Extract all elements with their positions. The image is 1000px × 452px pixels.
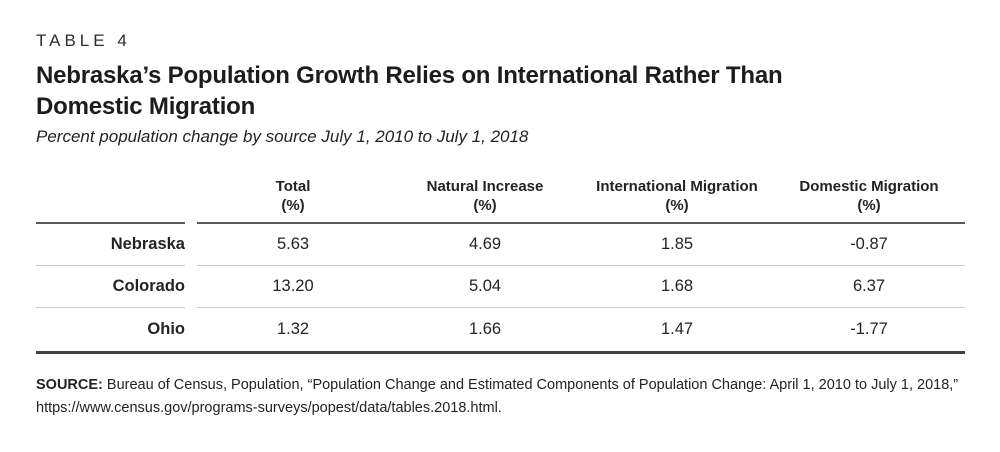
- column-header-international-migration: International Migration (%): [581, 177, 773, 224]
- figure-title-line-1: Nebraska’s Population Growth Relies on I…: [36, 62, 783, 89]
- column-gap: [185, 224, 197, 266]
- column-header-total: Total (%): [197, 177, 389, 224]
- figure-subtitle: Percent population change by source July…: [36, 127, 529, 146]
- table-figure: TABLE 4 Nebraska’s Population Growth Rel…: [36, 31, 965, 420]
- cell-colorado-domestic-migration: 6.37: [773, 266, 965, 308]
- column-gap: [185, 308, 197, 351]
- cell-colorado-international-migration: 1.68: [581, 266, 773, 308]
- table-header-row: Total (%) Natural Increase (%) Internati…: [36, 177, 965, 224]
- column-header-international-migration-name: International Migration: [596, 178, 758, 195]
- cell-nebraska-international-migration: 1.85: [581, 224, 773, 266]
- column-header-international-migration-unit: (%): [665, 197, 689, 214]
- cell-ohio-international-migration: 1.47: [660, 320, 694, 338]
- column-header-domestic-migration: Domestic Migration (%): [773, 177, 965, 224]
- column-header-natural-increase-unit: (%): [473, 197, 497, 214]
- column-header-domestic-migration-name: Domestic Migration: [799, 178, 939, 195]
- cell-colorado-total: 13.20: [197, 266, 389, 308]
- column-header-natural-increase: Natural Increase (%): [389, 177, 581, 224]
- cell-nebraska-total: 5.63: [197, 224, 389, 266]
- source-note: SOURCE: Bureau of Census, Population, “P…: [36, 374, 961, 420]
- table-row-colorado: Colorado 13.20 5.04 1.68 6.37: [36, 266, 965, 308]
- cell-ohio-natural-increase: 1.66: [468, 320, 502, 338]
- table-row-ohio: Ohio 1.32 1.66 1.47 -1.77: [36, 308, 965, 351]
- column-header-total-name: Total: [275, 178, 311, 195]
- column-header-total-unit: (%): [281, 197, 305, 214]
- row-label-colorado: Colorado: [36, 266, 185, 308]
- table-number-label: TABLE 4: [36, 31, 131, 50]
- figure-title-line-2: Domestic Migration: [36, 93, 256, 120]
- cell-ohio-total: 1.32: [276, 320, 310, 338]
- cell-colorado-natural-increase: 5.04: [389, 266, 581, 308]
- source-label: SOURCE:: [36, 377, 103, 393]
- column-gap: [185, 266, 197, 308]
- figure-title: Nebraska’s Population Growth Relies on I…: [36, 60, 965, 122]
- data-table: Total (%) Natural Increase (%) Internati…: [36, 177, 965, 354]
- column-header-natural-increase-name: Natural Increase: [426, 178, 544, 195]
- column-gap: [185, 177, 197, 224]
- header-cell-row-labels: [36, 177, 185, 224]
- source-text: Bureau of Census, Population, “Populatio…: [36, 377, 959, 416]
- row-label-nebraska: Nebraska: [36, 224, 185, 266]
- cell-nebraska-domestic-migration: -0.87: [773, 224, 965, 266]
- table-row-nebraska: Nebraska 5.63 4.69 1.85 -0.87: [36, 224, 965, 266]
- cell-ohio-domestic-migration: -1.77: [850, 320, 888, 338]
- column-header-domestic-migration-unit: (%): [857, 197, 881, 214]
- row-label-ohio: Ohio: [147, 320, 185, 338]
- cell-nebraska-natural-increase: 4.69: [389, 224, 581, 266]
